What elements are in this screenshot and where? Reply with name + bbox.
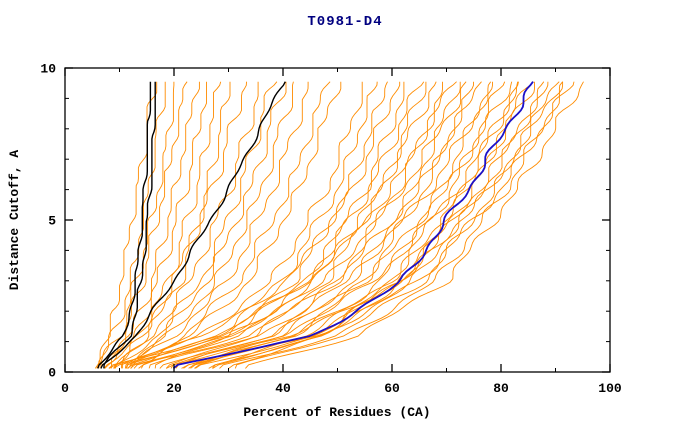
ensemble-curve — [166, 81, 564, 369]
ensemble-curve — [148, 81, 492, 369]
ensemble-curve — [96, 81, 175, 369]
ensemble-curve — [194, 81, 474, 369]
x-tick-label: 20 — [166, 381, 182, 396]
reference-curve — [100, 81, 286, 369]
ensemble-curve — [125, 81, 331, 369]
ensemble-curve — [219, 81, 560, 369]
ensemble-curve — [175, 81, 443, 369]
ensemble-curve — [130, 81, 309, 369]
ensemble-curve — [159, 81, 513, 369]
x-axis-label: Percent of Residues (CA) — [243, 405, 430, 420]
ensemble-curve — [208, 81, 493, 369]
ensemble-curve — [140, 81, 388, 369]
ensemble-curve — [130, 81, 437, 369]
ensemble-curve — [113, 81, 278, 369]
ensemble-curve — [211, 81, 545, 369]
ensemble-curve — [98, 81, 166, 369]
x-tick-label: 60 — [384, 381, 400, 396]
ensemble-curve — [138, 81, 342, 369]
ensemble-curve — [124, 81, 294, 369]
chart-title: T0981-D4 — [307, 14, 382, 30]
y-axis-label: Distance Cutoff, A — [7, 150, 22, 291]
ensemble-curve — [125, 81, 467, 369]
ensemble-curve — [120, 81, 363, 369]
x-tick-label: 100 — [598, 381, 622, 396]
ensemble-curve — [212, 81, 506, 369]
ensemble-curve — [103, 81, 222, 369]
ensemble-curve — [108, 81, 457, 369]
ensemble-curve — [109, 81, 401, 369]
reference-curve — [97, 81, 152, 369]
x-tick-label: 80 — [493, 381, 509, 396]
ensemble-curve — [113, 81, 425, 369]
ensemble-curve — [111, 81, 207, 369]
plot-area: 0 20 40 60 80 100 0 5 10 — [40, 62, 622, 397]
y-tick-label: 10 — [40, 62, 56, 77]
x-tick-label: 0 — [61, 381, 69, 396]
ensemble-curve — [188, 81, 461, 369]
ensemble-curve — [128, 81, 287, 369]
x-tick-label: 40 — [275, 381, 291, 396]
ensemble-curve — [183, 81, 535, 369]
y-tick-label: 0 — [48, 366, 56, 381]
ensemble-curve — [127, 81, 378, 369]
highlight-curve — [172, 81, 534, 370]
ensemble-curve — [133, 81, 482, 369]
y-tick-label: 5 — [48, 214, 56, 229]
ensemble-curve — [190, 81, 549, 369]
ensemble-curve — [170, 81, 519, 369]
ensemble-curve — [154, 81, 405, 369]
ensemble-curve — [122, 81, 259, 369]
ensemble-curve — [245, 81, 584, 369]
ensemble-curve — [234, 81, 564, 369]
reference-curve — [103, 81, 156, 369]
ensemble-curve — [113, 81, 247, 369]
ensemble-curve — [165, 81, 427, 369]
